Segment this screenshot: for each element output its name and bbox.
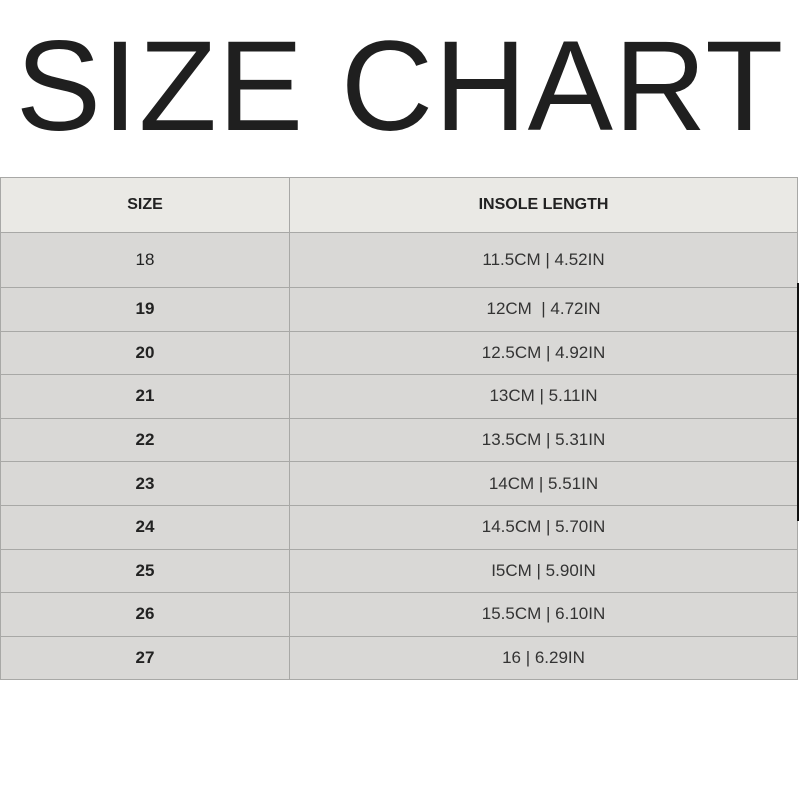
insole-length-cell: 14CM | 5.51IN	[289, 461, 798, 506]
size-chart-table: SIZE INSOLE LENGTH 18 11.5CM | 4.52IN 19 12…	[0, 177, 798, 681]
table-row: 26 15.5CM | 6.10IN	[0, 592, 798, 637]
table-row: 25 I5CM | 5.90IN	[0, 548, 798, 594]
insole-length-cell: 12.5CM | 4.92IN	[289, 330, 798, 376]
size-cell: 20	[0, 330, 290, 376]
size-cell: 25	[0, 548, 290, 594]
insole-length-cell: 16 | 6.29IN	[289, 635, 798, 681]
size-cell: 22	[0, 417, 290, 463]
insole-length-cell: 14.5CM | 5.70IN	[289, 504, 798, 550]
insole-length-cell: I5CM | 5.90IN	[289, 548, 798, 594]
table-row: 22 13.5CM | 5.31IN	[0, 417, 798, 463]
insole-length-cell: 13CM | 5.11IN	[289, 374, 798, 419]
table-header-row: SIZE INSOLE LENGTH	[0, 177, 798, 233]
size-cell: 19	[0, 287, 290, 332]
table-row: 19 12CM | 4.72IN	[0, 287, 798, 332]
table-row: 24 14.5CM | 5.70IN	[0, 504, 798, 550]
size-cell: 27	[0, 635, 290, 681]
table-row: 27 16 | 6.29IN	[0, 635, 798, 681]
size-cell: 24	[0, 504, 290, 550]
size-cell: 23	[0, 461, 290, 506]
table-row: 23 14CM | 5.51IN	[0, 461, 798, 506]
insole-length-cell: 11.5CM | 4.52IN	[289, 232, 798, 288]
insole-length-cell: 13.5CM | 5.31IN	[289, 417, 798, 463]
edge-line	[797, 283, 799, 521]
insole-length-cell: 15.5CM | 6.10IN	[289, 592, 798, 637]
insole-length-cell: 12CM | 4.72IN	[289, 287, 798, 332]
size-cell: 26	[0, 592, 290, 637]
size-cell: 21	[0, 374, 290, 419]
table-row: 18 11.5CM | 4.52IN	[0, 232, 798, 288]
table-row: 21 13CM | 5.11IN	[0, 374, 798, 419]
page-title: SIZE CHART	[15, 15, 785, 158]
size-cell: 18	[0, 232, 290, 288]
header-size: SIZE	[0, 177, 290, 233]
table-row: 20 12.5CM | 4.92IN	[0, 330, 798, 376]
header-insole-length: INSOLE LENGTH	[289, 177, 798, 233]
